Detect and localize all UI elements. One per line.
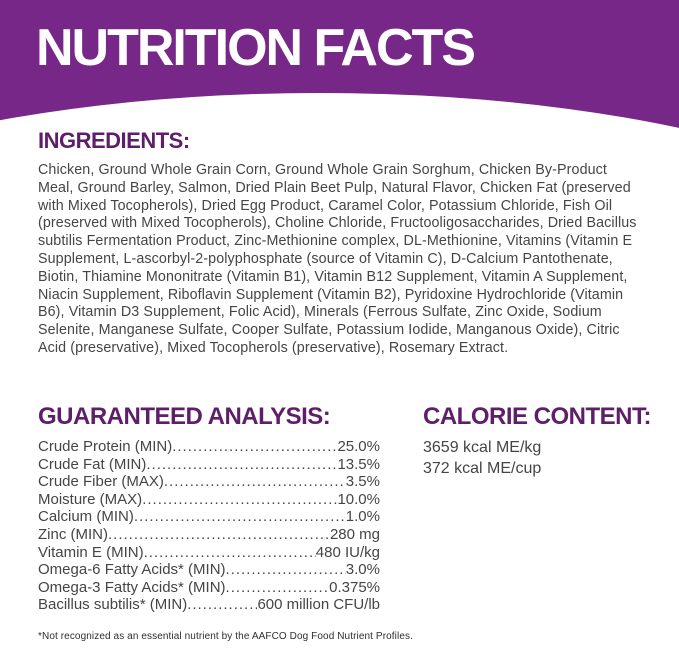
page-title: NUTRITION FACTS bbox=[36, 19, 476, 77]
analysis-row: Zinc (MIN) .............................… bbox=[38, 526, 380, 544]
analysis-row: Crude Protein (MIN) ....................… bbox=[38, 438, 380, 456]
analysis-row-label: Omega-3 Fatty Acids* (MIN) bbox=[38, 578, 226, 596]
analysis-row-label: Moisture (MAX) bbox=[38, 490, 143, 508]
analysis-row-value: 3.0% bbox=[345, 561, 380, 579]
analysis-row-label: Crude Protein (MIN) bbox=[38, 438, 173, 455]
analysis-row-leader-dots: ........................................… bbox=[143, 543, 316, 561]
analysis-row-label: Bacillus subtilis* (MIN) bbox=[38, 596, 188, 614]
calorie-content-heading: CALORIE CONTENT: bbox=[423, 403, 652, 430]
calorie-content-line: 3659 kcal ME/kg bbox=[423, 439, 542, 456]
analysis-row-value: 10.0% bbox=[337, 490, 380, 508]
analysis-row-value: 25.0% bbox=[337, 438, 380, 455]
analysis-row-value: 480 IU/kg bbox=[315, 543, 380, 561]
calorie-content-line: 372 kcal ME/cup bbox=[423, 460, 542, 477]
analysis-row-label: Omega-6 Fatty Acids* (MIN) bbox=[38, 561, 226, 579]
analysis-row-value: 3.5% bbox=[345, 473, 380, 491]
analysis-row: Crude Fat (MIN) ........................… bbox=[38, 456, 380, 474]
ingredients-text: Chicken, Ground Whole Grain Corn, Ground… bbox=[38, 162, 637, 356]
analysis-row-label: Calcium (MIN) bbox=[38, 508, 134, 526]
analysis-row-leader-dots: ........................................… bbox=[163, 473, 346, 491]
analysis-row-leader-dots: ........................................… bbox=[225, 561, 346, 579]
analysis-row-value: 0.375% bbox=[329, 578, 380, 596]
analysis-row-value: 1.0% bbox=[345, 508, 380, 526]
calorie-content-values: 3659 kcal ME/kg 372 kcal ME/cup bbox=[423, 437, 541, 479]
analysis-row-leader-dots: ........................................… bbox=[108, 525, 330, 543]
guaranteed-analysis-heading: GUARANTEED ANALYSIS: bbox=[38, 403, 331, 430]
analysis-row-leader-dots: ........................................… bbox=[172, 438, 338, 455]
analysis-row-leader-dots: ........................................… bbox=[187, 596, 257, 614]
analysis-row-leader-dots: ........................................… bbox=[146, 455, 338, 473]
analysis-row: Moisture (MAX) .........................… bbox=[38, 491, 380, 509]
analysis-row-label: Vitamin E (MIN) bbox=[38, 543, 144, 561]
analysis-row: Bacillus subtilis* (MIN) ...............… bbox=[38, 596, 380, 614]
analysis-row-leader-dots: ........................................… bbox=[225, 578, 330, 596]
analysis-row-label: Crude Fiber (MAX) bbox=[38, 473, 164, 491]
analysis-row-label: Crude Fat (MIN) bbox=[38, 455, 147, 473]
ingredients-heading: INGREDIENTS: bbox=[38, 128, 190, 153]
header-banner bbox=[0, 0, 679, 132]
analysis-row: Omega-6 Fatty Acids* (MIN) .............… bbox=[38, 561, 380, 579]
analysis-row-value: 280 mg bbox=[329, 525, 380, 543]
analysis-row-value: 13.5% bbox=[337, 455, 380, 473]
guaranteed-analysis-table: Crude Protein (MIN) ....................… bbox=[38, 438, 380, 614]
analysis-row: Crude Fiber (MAX) ......................… bbox=[38, 473, 380, 491]
analysis-row: Calcium (MIN) ..........................… bbox=[38, 508, 380, 526]
analysis-row: Vitamin E (MIN) ........................… bbox=[38, 544, 380, 562]
aafco-footnote: *Not recognized as an essential nutrient… bbox=[38, 631, 413, 642]
analysis-row-leader-dots: ........................................… bbox=[142, 490, 338, 508]
banner-curve-decoration bbox=[0, 93, 679, 132]
analysis-row-value: 600 million CFU/lb bbox=[257, 596, 380, 614]
analysis-row-leader-dots: ........................................… bbox=[133, 508, 346, 526]
analysis-row-label: Zinc (MIN) bbox=[38, 525, 108, 543]
analysis-row: Omega-3 Fatty Acids* (MIN) .............… bbox=[38, 579, 380, 597]
